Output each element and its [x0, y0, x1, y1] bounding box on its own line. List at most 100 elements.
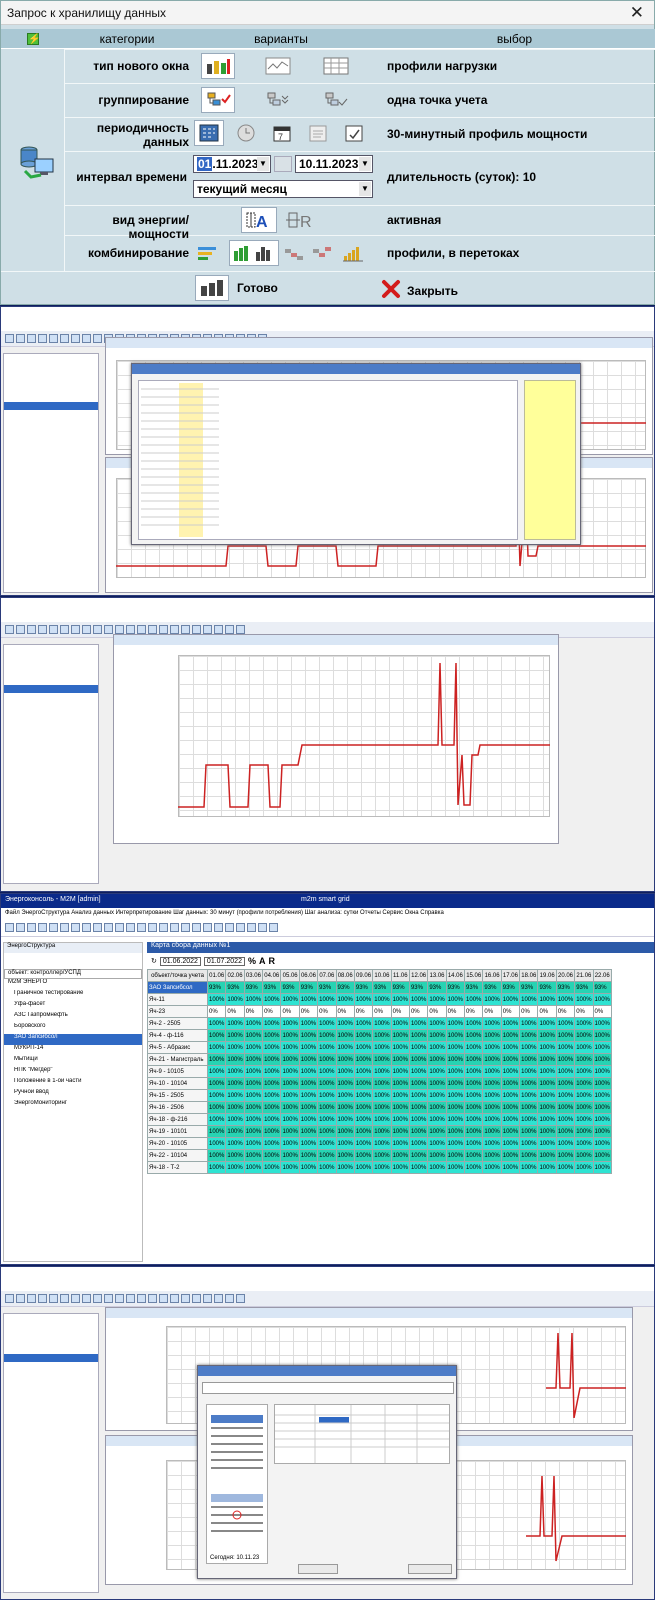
pct-cell: 100%	[445, 1161, 466, 1174]
period-day-button[interactable]: 7	[267, 120, 297, 146]
table-row[interactable]: Яч-2 - 2505 100% 100% 100% 100% 100% 100% 100% 1…	[147, 1017, 612, 1030]
data-map-toolbar: ↻ 01.06.2022 01.07.2022 % A R	[147, 953, 654, 969]
ok-small-button[interactable]	[298, 1564, 338, 1574]
tree-item[interactable]: М2М ЭНЕРГО	[8, 979, 48, 985]
group-all-points-button[interactable]	[319, 87, 353, 113]
pct-cell: 100%	[317, 1029, 337, 1042]
table-row[interactable]: Яч-20 - 10105 100% 100% 100% 100% 100% 100% 100…	[147, 1137, 612, 1150]
table-row[interactable]: Яч-11 100% 100% 100% 100% 100% 100% 100% 100% 100…	[147, 993, 612, 1006]
chevron-down-icon[interactable]: ▼	[257, 157, 269, 171]
pct-cell: 100%	[445, 1017, 466, 1030]
pct-cell: 100%	[243, 1029, 264, 1042]
pct-cell: 100%	[243, 1101, 264, 1114]
combine-flows-button[interactable]	[229, 240, 279, 266]
tree-item[interactable]: Боровского	[14, 1023, 46, 1029]
table-row[interactable]: Яч-15 - 2505 100% 100% 100% 100% 100% 100% 100%…	[147, 1089, 612, 1102]
pct-cell: 0%	[262, 1005, 282, 1018]
pct-cell: 100%	[555, 1041, 576, 1054]
tree-item[interactable]: Граничное тестирование	[14, 990, 84, 996]
map-date-to[interactable]: 01.07.2022	[203, 956, 245, 966]
tree-item[interactable]: Мытищи	[14, 1056, 38, 1062]
active-energy-button[interactable]: A	[241, 207, 277, 233]
table-row[interactable]: Яч-19 - 10101 100% 100% 100% 100% 100% 100% 100…	[147, 1125, 612, 1138]
pct-cell: 100%	[500, 1053, 521, 1066]
reactive-energy-button[interactable]: R	[283, 207, 319, 233]
bar-chart-window-button[interactable]	[201, 53, 235, 79]
pct-cell: 100%	[225, 1053, 245, 1066]
point-select[interactable]	[202, 1382, 454, 1394]
pct-cell: 100%	[335, 1017, 355, 1030]
date-link-icon[interactable]	[274, 156, 292, 172]
period-select[interactable]: текущий месяц ▼	[193, 180, 373, 198]
table-row[interactable]: Яч-16 - 2506 100% 100% 100% 100% 100% 100% 100%…	[147, 1101, 612, 1114]
pct-cell: 100%	[262, 1125, 282, 1138]
pct-cell: 100%	[537, 1017, 557, 1030]
pct-cell: 100%	[225, 1077, 245, 1090]
group-single-point-button[interactable]	[201, 87, 235, 113]
close-button[interactable]: Закрыть	[381, 279, 458, 302]
period-year-button[interactable]	[339, 120, 369, 146]
close-icon[interactable]: ✕	[629, 3, 644, 22]
table-row[interactable]: Яч-5 - Абразис 100% 100% 100% 100% 100% 100% 10…	[147, 1041, 612, 1054]
chevron-down-icon[interactable]: ▼	[359, 157, 371, 171]
pct-cell: 100%	[372, 1161, 392, 1174]
table-row[interactable]: Яч-4 - ф-116 100% 100% 100% 100% 100% 100% 100%…	[147, 1029, 612, 1042]
tree-item[interactable]: ЭнергоМониторинг	[14, 1100, 67, 1106]
table-row[interactable]: Яч-18 - ф-216 100% 100% 100% 100% 100% 100% 100…	[147, 1113, 612, 1126]
pct-cell: 100%	[464, 1149, 484, 1162]
pct-cell: 100%	[500, 1125, 521, 1138]
pct-cell: 100%	[537, 1089, 557, 1102]
tree-item[interactable]: МУКРП-14	[14, 1045, 44, 1051]
close-small-button[interactable]	[408, 1564, 452, 1574]
pct-cell: 100%	[280, 1089, 300, 1102]
table-row[interactable]: Яч-10 - 10104 100% 100% 100% 100% 100% 100% 100…	[147, 1077, 612, 1090]
calendar-today[interactable]: Сегодня: 10.11.23	[210, 1555, 260, 1561]
date-to-picker[interactable]: 10.11.2023 ▼	[295, 155, 373, 173]
combine-split-button[interactable]	[309, 240, 335, 266]
percent-icon[interactable]: %	[247, 956, 256, 966]
col-header-day: 07.06	[317, 969, 337, 982]
pct-cell: 100%	[243, 1113, 264, 1126]
row-name: Яч-19 - 10101	[147, 1125, 208, 1138]
pct-cell: 0%	[519, 1005, 539, 1018]
combine-sum-button[interactable]	[339, 240, 367, 266]
tree-item[interactable]: НПК "Мегдер"	[14, 1067, 53, 1073]
tree-item[interactable]: Уфа-фасет	[14, 1001, 46, 1007]
tab-energy-structure[interactable]: ЭнергоСтруктура	[4, 943, 142, 953]
pct-cell: 100%	[500, 1149, 521, 1162]
period-month-button[interactable]	[303, 120, 333, 146]
table-row[interactable]: Яч-9 - 10105 100% 100% 100% 100% 100% 100% 100%…	[147, 1065, 612, 1078]
tree-item[interactable]: Ручной ввод	[14, 1089, 49, 1095]
lightning-header-cell[interactable]: ⚡	[1, 29, 65, 49]
pct-cell: 100%	[519, 1113, 539, 1126]
a-icon[interactable]: A	[258, 956, 266, 966]
col-header-day: 10.06	[372, 969, 392, 982]
date-from-picker[interactable]: 01.11.2023 ▼	[193, 155, 271, 173]
table-row[interactable]: Яч-23 0% 0% 0% 0% 0% 0% 0% 0% 0% 0% 0% 0% 0% 0% 0% 0% 0% 0…	[147, 1005, 612, 1018]
table-row[interactable]: Яч-21 - Магистраль 100% 100% 100% 100% 100% 10…	[147, 1053, 612, 1066]
table-row[interactable]: Яч-18 - Т-2 100% 100% 100% 100% 100% 100% 100% 1…	[147, 1161, 612, 1174]
map-date-from[interactable]: 01.06.2022	[159, 956, 201, 966]
tree-item[interactable]: Положение в 1-ой части	[14, 1078, 82, 1084]
pct-cell: 100%	[574, 993, 594, 1006]
group-multi-point-button[interactable]	[261, 87, 295, 113]
pct-cell: 100%	[519, 1125, 539, 1138]
pct-cell: 100%	[262, 1053, 282, 1066]
table-row[interactable]: Яч-22 - 10104 100% 100% 100% 100% 100% 100% 100…	[147, 1149, 612, 1162]
pct-cell: 100%	[280, 1077, 300, 1090]
ok-button[interactable]: Готово	[195, 275, 278, 301]
line-chart-window-button[interactable]	[261, 53, 295, 79]
combine-stack-button[interactable]	[281, 240, 307, 266]
r-icon[interactable]: R	[268, 956, 275, 966]
table-window-button[interactable]	[319, 53, 353, 79]
table-row[interactable]: ЗАО Запсибсол 93% 93% 93% 93% 93% 93% 93% 93% 93%…	[147, 981, 612, 994]
chevron-down-icon[interactable]: ▼	[359, 182, 371, 196]
dialog-titlebar: Запрос к хранилищу данных ✕	[1, 1, 654, 25]
refresh-icon[interactable]: ↻	[151, 958, 157, 965]
tree-item[interactable]: ЗАО Запсибсол	[4, 1034, 142, 1045]
pct-cell: 100%	[574, 1137, 594, 1150]
combine-overlay-button[interactable]	[193, 240, 221, 266]
period-hour-button[interactable]	[231, 120, 261, 146]
tree-item[interactable]: АЗС Газпромнефть	[14, 1012, 68, 1018]
period-30min-button[interactable]	[194, 120, 224, 146]
